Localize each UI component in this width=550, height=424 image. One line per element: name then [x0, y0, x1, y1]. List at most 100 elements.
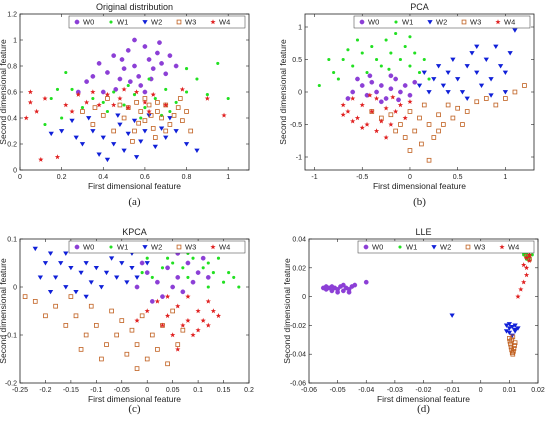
point-w1: [126, 83, 130, 88]
point-w3: [155, 109, 160, 114]
point-w4: [42, 95, 48, 101]
x-tick-label: -0.2: [39, 387, 51, 394]
legend-label-w2: W2: [440, 243, 451, 252]
point-w1: [166, 256, 170, 260]
point-w0: [352, 282, 358, 288]
point-w0: [170, 284, 176, 290]
point-w2: [78, 270, 84, 276]
point-w2: [58, 129, 65, 134]
point-w0: [323, 284, 329, 289]
point-w3: [78, 347, 84, 352]
x-tick-label: -0.01: [444, 387, 460, 394]
x-tick-label: -0.1: [90, 387, 102, 394]
x-tick-label: 0.8: [182, 174, 192, 181]
point-w4: [175, 346, 181, 352]
point-w4: [96, 102, 102, 108]
point-w1: [160, 266, 165, 270]
plot-area: [19, 13, 250, 171]
point-w4: [521, 279, 527, 285]
point-w4: [350, 95, 356, 101]
point-w2: [103, 270, 110, 276]
point-w4: [195, 308, 201, 314]
point-w1: [80, 106, 85, 110]
point-w0: [100, 89, 106, 95]
point-w4: [364, 121, 370, 127]
point-w1: [408, 64, 412, 68]
point-w2: [63, 285, 69, 290]
point-w3: [170, 308, 175, 314]
legend-label-w1: W1: [117, 18, 128, 27]
point-w1: [327, 57, 331, 62]
point-w1: [147, 77, 151, 81]
point-w2: [474, 44, 480, 50]
point-w0: [111, 53, 117, 58]
y-tick-label: 0: [13, 168, 17, 175]
point-w2: [421, 70, 427, 76]
x-tick-label: -0.15: [63, 387, 79, 394]
point-w3: [139, 313, 145, 319]
point-w4: [90, 89, 96, 95]
point-w2: [173, 129, 179, 134]
point-w4: [359, 102, 365, 108]
point-w4: [75, 91, 81, 97]
point-w3: [412, 128, 418, 134]
point-w0: [173, 63, 179, 69]
point-w0: [355, 76, 360, 82]
point-w4: [38, 156, 44, 162]
legend-label-w2: W2: [151, 18, 162, 27]
point-w4: [390, 94, 396, 100]
point-w4: [345, 108, 351, 114]
point-w2: [73, 135, 79, 141]
x-axis-label: First dimensional feature: [88, 181, 181, 191]
point-w2: [37, 275, 43, 280]
point-w1: [145, 256, 149, 260]
point-w1: [422, 57, 426, 62]
point-w1: [216, 61, 220, 65]
y-tick-label: 0: [302, 294, 306, 301]
x-axis-label: First dimensional feature: [88, 394, 181, 404]
y-tick-label: 0.1: [7, 237, 17, 244]
point-w3: [90, 122, 96, 127]
point-w2: [104, 157, 111, 163]
panel-title: LLE: [415, 227, 431, 237]
legend-label-w4: W4: [508, 243, 519, 252]
point-w0: [407, 92, 413, 98]
point-w0: [367, 73, 373, 79]
y-tick-label: -0.5: [290, 122, 302, 129]
point-w3: [152, 135, 158, 140]
point-w3: [53, 303, 58, 309]
legend-label-w2: W2: [151, 243, 162, 252]
point-w0: [374, 89, 379, 95]
point-w4: [340, 111, 346, 117]
legend-label-w3: W3: [470, 18, 481, 27]
y-tick-label: -0.2: [5, 381, 17, 388]
point-w4: [393, 108, 399, 114]
point-w2: [32, 246, 38, 252]
point-w3: [175, 105, 181, 110]
point-w4: [104, 91, 111, 97]
point-w1: [70, 87, 74, 91]
point-w0: [125, 48, 131, 53]
point-w4: [69, 108, 75, 114]
point-w2: [88, 280, 94, 285]
series-w0: [75, 37, 179, 95]
point-w3: [155, 347, 160, 352]
point-w2: [459, 90, 466, 95]
point-w1: [101, 100, 105, 104]
point-w2: [144, 261, 150, 266]
point-w2: [509, 324, 515, 330]
point-w0: [105, 70, 110, 75]
point-w1: [43, 122, 47, 127]
legend-marker-w4: [495, 19, 501, 25]
point-w2: [83, 294, 89, 300]
legend-marker-w2: [142, 245, 148, 250]
point-w3: [511, 346, 517, 351]
point-w0: [388, 86, 394, 92]
x-tick-label: 1: [226, 174, 230, 181]
point-w2: [469, 51, 475, 56]
point-w4: [150, 91, 156, 97]
point-w3: [441, 122, 446, 127]
point-w3: [134, 100, 139, 105]
point-w3: [22, 294, 28, 299]
point-w0: [160, 294, 165, 299]
